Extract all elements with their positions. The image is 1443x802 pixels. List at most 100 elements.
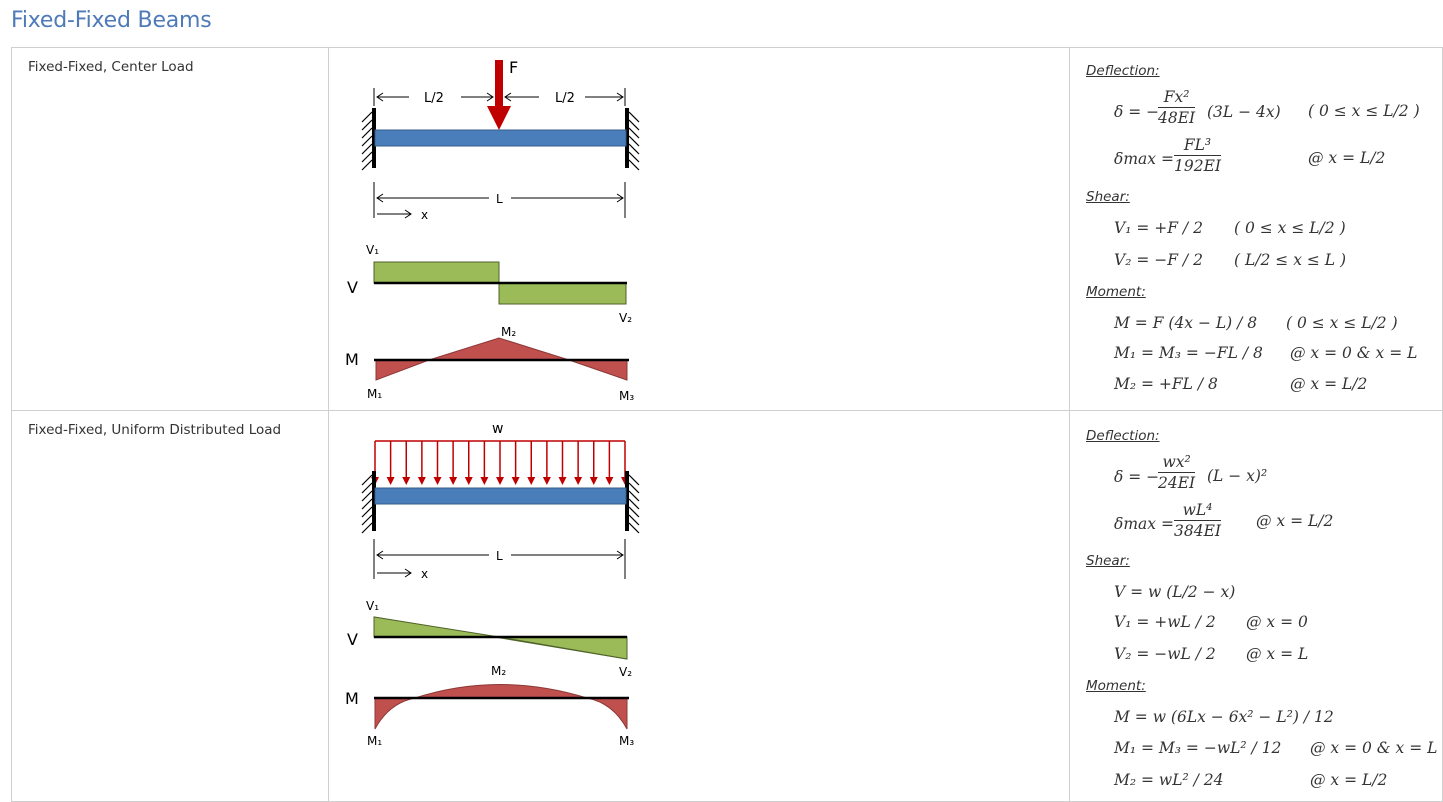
shear-eq: V₂ = −F / 2 [1114, 251, 1203, 269]
load-arrow-head [433, 477, 442, 485]
beam [374, 487, 627, 505]
right-fixed-support [625, 471, 640, 534]
shear-heading: Shear: [1086, 553, 1130, 569]
fraction-numerator: FL³ [1174, 136, 1222, 156]
moment-cond: @ x = L/2 [1310, 771, 1388, 789]
moment-eq: M₂ = +FL / 8 [1114, 375, 1218, 393]
load-arrow-head [402, 477, 411, 485]
span-dimension: L x [373, 182, 626, 222]
max-deflection-location: @ x = L/2 [1256, 512, 1334, 530]
shear-diagram: V V₁ V₂ [347, 243, 632, 325]
moment-cond: @ x = 0 & x = L [1290, 344, 1418, 362]
m3-label: M₃ [619, 734, 634, 748]
shear-cond: @ x = 0 [1246, 613, 1308, 631]
moment-cond: @ x = 0 & x = L [1310, 739, 1438, 757]
fraction-numerator: wL⁴ [1174, 501, 1222, 521]
deflection-heading: Deflection: [1086, 63, 1160, 79]
load-arrow-head [605, 477, 614, 485]
equations-cell: Deflection: δ = − Fx² 48EI (3L − 4x) ( 0… [1069, 47, 1443, 411]
max-deflection-fraction: FL³ 192EI [1174, 136, 1222, 175]
fraction-denominator: 24EI [1158, 474, 1196, 492]
delta-max-symbol: δmax = [1114, 515, 1174, 533]
load-arrow-head [417, 477, 426, 485]
length-label: L [496, 192, 503, 206]
deflection-fraction: Fx² 48EI [1158, 88, 1196, 127]
moment-eq: M₁ = M₃ = −wL² / 12 [1114, 739, 1282, 757]
distributed-load-arrows [371, 440, 629, 485]
load-arrow-head [527, 477, 536, 485]
x-label: x [421, 567, 428, 581]
half-label-left: L/2 [424, 91, 444, 106]
left-fixed-support [361, 471, 376, 534]
shear-axis-label: V [347, 278, 358, 297]
moment-axis-label: M [345, 350, 359, 369]
load-arrow-head [574, 477, 583, 485]
equations-cell: Deflection: δ = − wx² 24EI (L − x)² δmax… [1069, 410, 1443, 802]
shear-eq: V = w (L/2 − x) [1114, 583, 1236, 601]
length-label: L [496, 549, 503, 563]
moment-cond: ( 0 ≤ x ≤ L/2 ) [1286, 314, 1398, 332]
shear-cond: ( 0 ≤ x ≤ L/2 ) [1234, 219, 1346, 237]
load-arrow-head [449, 477, 458, 485]
case-name-cell: Fixed-Fixed, Center Load [11, 47, 329, 411]
span-dimension: L x [373, 539, 626, 581]
shear-axis-label: V [347, 630, 358, 649]
fraction-denominator: 48EI [1158, 109, 1196, 127]
beam-table: Fixed-Fixed, Center Load [11, 47, 1443, 802]
moment-diagram: M M₁ M₂ M₃ [345, 664, 634, 748]
case-name: Fixed-Fixed, Uniform Distributed Load [28, 422, 282, 438]
m3-label: M₃ [619, 389, 634, 403]
fraction-denominator: 192EI [1174, 157, 1222, 175]
moment-eq: M = w (6Lx − 6x² − L²) / 12 [1114, 708, 1334, 726]
moment-heading: Moment: [1086, 678, 1146, 694]
load-arrow-head [386, 477, 395, 485]
v2-label: V₂ [619, 311, 632, 325]
delta-symbol: δ = − [1114, 103, 1160, 121]
left-fixed-support [361, 108, 376, 171]
v2-label: V₂ [619, 665, 632, 679]
center-load-figure: L/2 L/2 F [345, 58, 640, 403]
moment-axis-label: M [345, 689, 359, 708]
right-fixed-support [625, 108, 640, 171]
distributed-load-figure: w L [345, 421, 640, 748]
moment-heading: Moment: [1086, 284, 1146, 300]
shear-eq: V₂ = −wL / 2 [1114, 645, 1216, 663]
load-arrow-head [542, 477, 551, 485]
deflection-heading: Deflection: [1086, 428, 1160, 444]
load-arrow-head [511, 477, 520, 485]
fraction-numerator: wx² [1158, 453, 1196, 473]
shear-eq: V₁ = +F / 2 [1114, 219, 1203, 237]
load-arrow-head [496, 477, 504, 485]
delta-max-symbol: δmax = [1114, 150, 1174, 168]
table-row: Fixed-Fixed, Uniform Distributed Load w [11, 410, 1443, 802]
shear-cond: ( L/2 ≤ x ≤ L ) [1234, 251, 1347, 269]
figure-cell: L/2 L/2 F [328, 47, 1070, 411]
shear-eq: V₁ = +wL / 2 [1114, 613, 1216, 631]
load-label: F [509, 58, 518, 77]
shear-heading: Shear: [1086, 189, 1130, 205]
load-label: w [492, 421, 503, 437]
moment-eq: M₁ = M₃ = −FL / 8 [1114, 344, 1263, 362]
point-load-arrow: F [487, 58, 518, 130]
m1-label: M₁ [367, 734, 382, 748]
fraction-numerator: Fx² [1158, 88, 1196, 108]
deflection-fraction: wx² 24EI [1158, 453, 1196, 492]
deflection-tail: (3L − 4x) [1207, 103, 1281, 121]
case-name: Fixed-Fixed, Center Load [28, 59, 194, 75]
case-name-cell: Fixed-Fixed, Uniform Distributed Load [11, 410, 329, 802]
load-arrow-head [480, 477, 489, 485]
page-title: Fixed-Fixed Beams [11, 8, 212, 33]
v1-label: V₁ [366, 599, 379, 613]
deflection-tail: (L − x)² [1207, 467, 1268, 485]
load-arrow-head [589, 477, 598, 485]
moment-diagram: M M₁ M₂ M₃ [345, 325, 634, 403]
moment-eq: M₂ = wL² / 24 [1114, 771, 1224, 789]
load-arrow-head [464, 477, 473, 485]
half-label-right: L/2 [555, 91, 575, 106]
x-label: x [421, 208, 428, 222]
m2-label: M₂ [501, 325, 516, 339]
max-deflection-location: @ x = L/2 [1308, 149, 1386, 167]
table-row: Fixed-Fixed, Center Load [11, 47, 1443, 411]
shear-cond: @ x = L [1246, 645, 1309, 663]
beam [374, 129, 627, 147]
